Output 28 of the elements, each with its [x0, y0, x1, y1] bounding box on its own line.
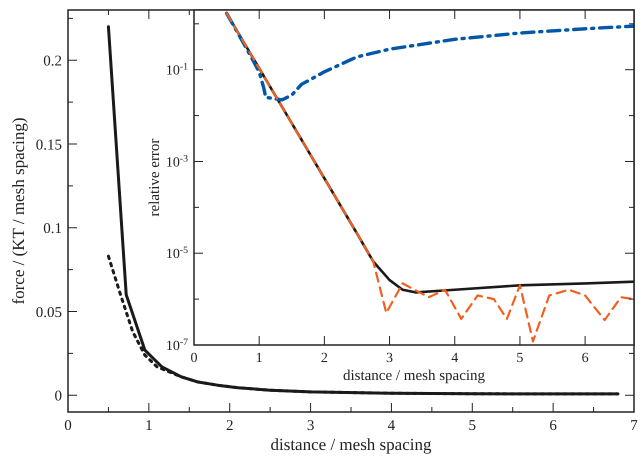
y-tick-label: 0.15: [36, 137, 62, 154]
x-axis-title: distance / mesh spacing: [342, 368, 486, 384]
x-tick-label: 4: [388, 418, 396, 434]
x-tick-label: 3: [386, 351, 394, 366]
x-tick-label: 1: [145, 418, 153, 434]
x-tick-label: 0: [64, 418, 72, 434]
y-tick-label: 0.05: [36, 304, 62, 321]
y-axis-title: force / (KT / mesh spacing): [9, 117, 28, 305]
x-tick-label: 2: [320, 351, 328, 366]
x-tick-label: 6: [582, 351, 589, 366]
line-series: [224, 12, 634, 102]
y-axis-title: relative error: [147, 138, 163, 216]
y-tick-label: 0.2: [43, 54, 62, 70]
y-tick-label: 10$^{-5}$: [166, 244, 188, 262]
x-axis-title: distance / mesh spacing: [270, 435, 432, 454]
x-tick-label: 1: [256, 351, 263, 366]
x-tick-label: 7: [630, 418, 638, 434]
x-tick-label: 5: [468, 418, 476, 434]
x-tick-label: 3: [306, 418, 314, 434]
x-tick-label: 2: [226, 418, 234, 434]
x-tick-label: 6: [549, 418, 558, 434]
y-tick-label: 10$^{-3}$: [166, 152, 188, 170]
x-tick-label: 4: [451, 351, 458, 366]
y-tick-label: 10$^{-7}$: [166, 336, 188, 354]
y-tick-label: 0.1: [43, 221, 62, 237]
y-tick-label: 0: [54, 388, 62, 404]
y-tick-label: 10$^{-1}$: [166, 61, 188, 79]
x-tick-label: 5: [516, 351, 524, 366]
